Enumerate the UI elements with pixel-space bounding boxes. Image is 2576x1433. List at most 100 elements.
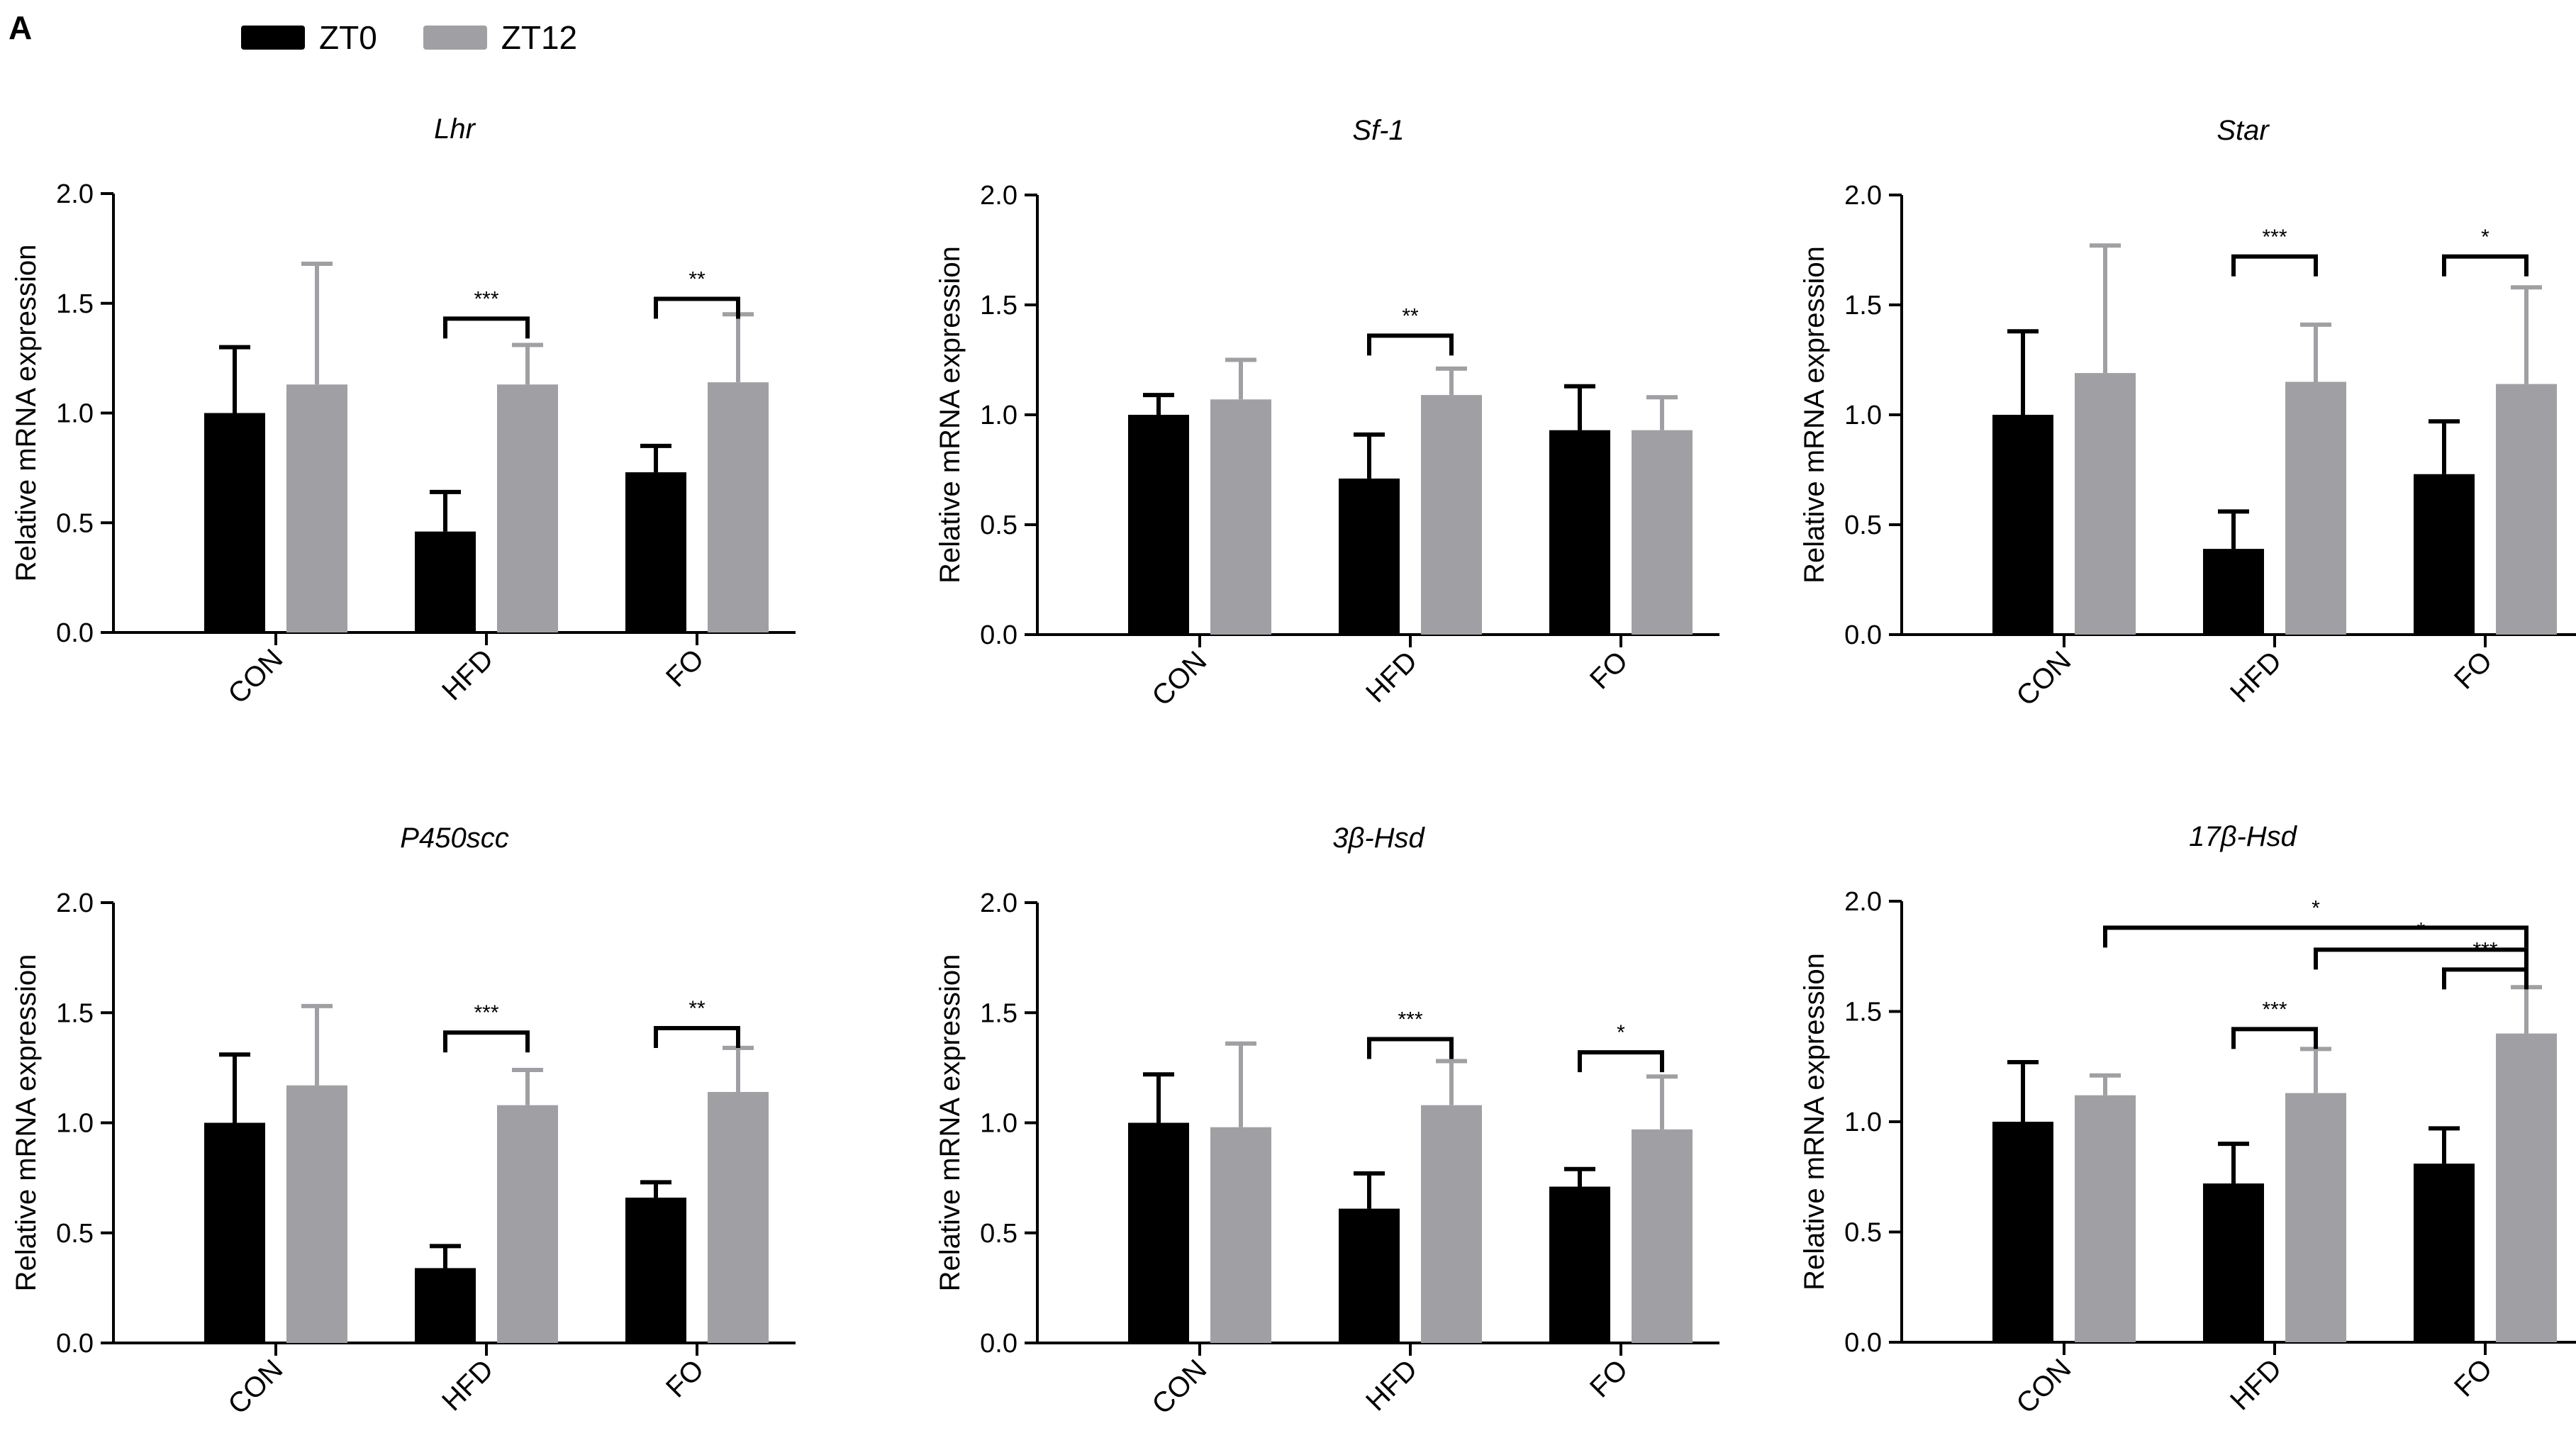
chart-title: Lhr: [434, 113, 476, 145]
significance-bracket: [1367, 333, 1454, 356]
significance-label: ***: [1398, 1008, 1422, 1032]
y-tick-label: 2.0: [980, 181, 1017, 211]
chart-title: Star: [2217, 115, 2270, 146]
bar-zt12-con: [286, 384, 347, 632]
y-tick-label: 0.5: [1844, 1218, 1882, 1248]
panel-label: A: [9, 9, 33, 46]
bar-zt12-fo: [2496, 1033, 2557, 1342]
legend-swatch-zt12: [423, 26, 487, 50]
significance-bracket: [443, 1030, 530, 1053]
bar-zt12-con: [286, 1085, 347, 1343]
significance-bracket: [654, 1025, 740, 1048]
chart-title: 3β-Hsd: [1332, 823, 1425, 854]
significance-bracket: [2103, 925, 2528, 948]
bar-zt12-hfd: [2285, 1093, 2346, 1342]
y-tick-label: 2.0: [1844, 887, 1882, 917]
significance-bracket: [2231, 254, 2318, 277]
x-tick-label: HFD: [2224, 1353, 2287, 1416]
y-tick-label: 0.0: [1844, 620, 1882, 650]
y-tick-label: 2.0: [1844, 181, 1882, 211]
bar-zt0-fo: [2414, 1164, 2475, 1342]
legend-entry-zt12: ZT12: [423, 18, 577, 57]
bar-zt0-con: [204, 1122, 265, 1343]
x-tick-label: CON: [1146, 1354, 1212, 1420]
legend-entry-zt0: ZT0: [241, 18, 377, 57]
y-tick-label: 0.5: [56, 508, 94, 538]
y-axis-label: Relative mRNA expression: [11, 245, 42, 582]
y-tick-label: 0.0: [980, 1329, 1017, 1359]
y-tick-label: 0.5: [56, 1219, 94, 1249]
significance-label: ***: [474, 1001, 498, 1025]
significance-label: *: [2481, 225, 2489, 249]
bar-zt12-fo: [708, 382, 769, 632]
y-tick-label: 1.0: [56, 1109, 94, 1139]
chart-1: Sf-1 Relative mRNA expression 0.0 0.5 1.0 1.5…: [935, 115, 1719, 712]
y-tick-label: 1.5: [56, 998, 94, 1028]
legend-swatch-zt0: [241, 26, 305, 50]
significance-bracket: [654, 296, 740, 319]
y-tick-label: 0.5: [980, 1219, 1017, 1249]
y-tick-label: 0.5: [980, 511, 1017, 540]
significance-label: *: [2312, 896, 2320, 920]
bar-zt12-con: [1210, 1127, 1271, 1343]
bar-zt12-hfd: [497, 1105, 558, 1343]
y-tick-label: 1.5: [1844, 998, 1882, 1027]
chart-2: Star Relative mRNA expression 0.0 0.5 1.0 1.5…: [1799, 115, 2576, 712]
bar-zt0-hfd: [1339, 478, 1400, 635]
x-tick-label: FO: [2448, 645, 2498, 695]
significance-label: ***: [2262, 998, 2287, 1021]
significance-bracket: [2442, 254, 2528, 277]
chart-5: 17β-Hsd Relative mRNA expression 0.0 0.5 1.0…: [1799, 821, 2576, 1420]
bar-zt12-con: [1210, 399, 1271, 635]
bar-zt0-fo: [625, 472, 686, 632]
x-tick-label: FO: [660, 643, 710, 693]
bar-zt12-hfd: [497, 384, 558, 632]
bar-zt0-hfd: [1339, 1208, 1400, 1343]
bar-zt0-hfd: [2203, 1183, 2264, 1342]
x-tick-label: CON: [1146, 645, 1212, 712]
chart-0: Lhr Relative mRNA expression 0.0 0.5 1.0 1.5 2…: [11, 113, 796, 710]
y-tick-label: 2.0: [56, 888, 94, 918]
bar-zt12-hfd: [1421, 1105, 1482, 1343]
significance-bracket: [2231, 1027, 2318, 1049]
bar-zt0-hfd: [415, 1268, 476, 1343]
y-axis-label: Relative mRNA expression: [11, 954, 42, 1292]
bar-zt12-fo: [708, 1092, 769, 1343]
y-tick-label: 0.5: [1844, 511, 1882, 540]
significance-label: ***: [474, 287, 498, 311]
bar-zt12-hfd: [1421, 395, 1482, 635]
x-tick-label: FO: [1584, 1354, 1634, 1403]
bar-zt0-con: [1128, 1122, 1189, 1343]
bar-zt0-con: [204, 413, 265, 632]
y-tick-label: 1.0: [980, 1109, 1017, 1139]
x-tick-label: FO: [2448, 1353, 2498, 1403]
y-tick-label: 1.0: [56, 399, 94, 429]
x-tick-label: HFD: [436, 1354, 499, 1417]
y-axis-label: Relative mRNA expression: [1799, 953, 1830, 1290]
chart-title: Sf-1: [1352, 115, 1404, 146]
y-tick-label: 0.0: [56, 618, 94, 648]
bar-zt12-hfd: [2285, 381, 2346, 635]
legend-label-zt12: ZT12: [501, 19, 578, 56]
significance-label: ***: [2262, 225, 2287, 249]
y-tick-label: 1.0: [980, 401, 1017, 430]
y-tick-label: 1.5: [980, 998, 1017, 1028]
chart-title: 17β-Hsd: [2189, 821, 2298, 852]
bar-zt12-con: [2075, 373, 2136, 635]
y-axis-label: Relative mRNA expression: [935, 246, 966, 584]
bar-zt0-fo: [1549, 430, 1610, 635]
bar-zt0-fo: [625, 1198, 686, 1343]
significance-label: **: [688, 268, 706, 291]
y-tick-label: 1.5: [980, 291, 1017, 320]
bar-zt0-hfd: [2203, 549, 2264, 635]
bar-zt0-hfd: [415, 531, 476, 632]
x-tick-label: FO: [1584, 645, 1634, 695]
y-tick-label: 1.5: [1844, 291, 1882, 320]
y-tick-label: 2.0: [980, 888, 1017, 918]
significance-bracket: [2442, 967, 2528, 990]
significance-bracket: [443, 316, 530, 339]
bar-zt0-con: [1992, 415, 2053, 635]
x-tick-label: CON: [2010, 1353, 2077, 1420]
x-tick-label: FO: [660, 1354, 710, 1403]
bar-zt12-fo: [1632, 430, 1693, 635]
